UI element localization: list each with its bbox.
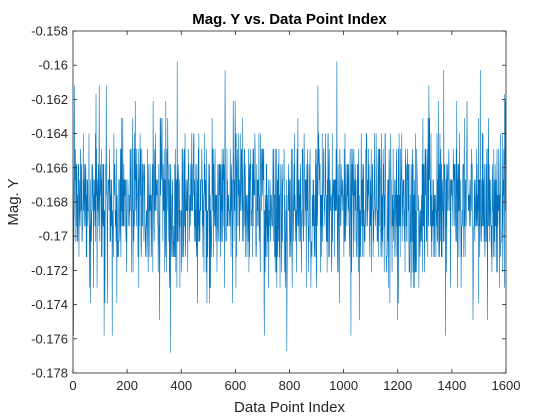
x-tick-label: 1000 — [329, 378, 358, 393]
y-axis-label: Mag. Y — [5, 178, 22, 225]
x-tick-label: 1200 — [383, 378, 412, 393]
x-tick-label: 200 — [116, 378, 138, 393]
y-tick-label: -0.166 — [31, 160, 68, 175]
y-axis: -0.158 -0.16 -0.162 -0.164 -0.166 -0.168 -0.17… — [31, 24, 506, 381]
y-tick-label: -0.17 — [38, 229, 68, 244]
x-tick-label: 400 — [170, 378, 192, 393]
y-tick-label: -0.168 — [31, 195, 68, 210]
x-tick-label: 0 — [69, 378, 76, 393]
y-tick-label: -0.172 — [31, 263, 68, 278]
y-tick-label: -0.162 — [31, 92, 68, 107]
y-tick-label: -0.176 — [31, 331, 68, 346]
x-tick-label: 600 — [225, 378, 247, 393]
x-tick-label: 1400 — [437, 378, 466, 393]
x-tick-label: 1600 — [492, 378, 521, 393]
y-tick-label: -0.178 — [31, 366, 68, 381]
y-tick-label: -0.16 — [38, 58, 68, 73]
chart-title: Mag. Y vs. Data Point Index — [192, 11, 387, 28]
x-tick-label: 800 — [279, 378, 301, 393]
x-axis: 0 200 400 600 800 1000 1200 1400 1600 — [69, 31, 520, 393]
y-tick-label: -0.158 — [31, 24, 68, 39]
series-line — [73, 61, 506, 353]
series-layer — [73, 61, 506, 353]
x-axis-label: Data Point Index — [234, 399, 345, 416]
y-tick-label: -0.164 — [31, 126, 68, 141]
y-tick-label: -0.174 — [31, 297, 68, 312]
